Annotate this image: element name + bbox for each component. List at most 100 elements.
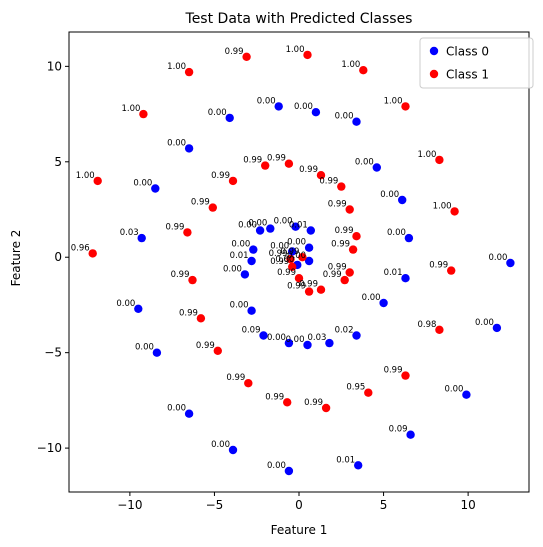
x-tick-label: 0	[295, 498, 303, 512]
data-point-class-1	[196, 314, 206, 323]
axes: −10 −5 0 5 10 −10 −5 0 5 10	[37, 59, 476, 512]
data-point-class-0	[284, 466, 294, 476]
point-value-label: 0.00	[355, 158, 374, 168]
point-value-label: 0.01	[384, 268, 403, 278]
data-point-class-0	[406, 430, 415, 439]
point-value-label: 0.00	[211, 440, 230, 450]
point-value-label: 0.99	[267, 154, 286, 164]
point-value-label: 0.99	[328, 200, 347, 210]
point-value-label: 0.99	[429, 261, 448, 271]
data-point-class-1	[298, 253, 307, 262]
data-point-class-1	[401, 371, 410, 380]
data-point-class-0	[304, 243, 314, 252]
y-tick-label: −5	[44, 346, 62, 360]
point-value-label: 0.99	[335, 226, 354, 236]
data-point-class-0	[304, 256, 314, 266]
point-value-label: 1.00	[286, 45, 305, 55]
legend-marker-class-1	[429, 69, 439, 79]
data-point-class-1	[337, 182, 346, 191]
data-point-class-0	[506, 258, 515, 268]
data-point-class-0	[352, 117, 361, 126]
point-value-label: 0.99	[171, 270, 190, 280]
data-point-class-1	[283, 398, 292, 407]
point-value-label: 0.95	[346, 383, 365, 393]
point-value-label: 0.99	[243, 156, 262, 166]
data-point-class-1	[345, 205, 354, 214]
data-point-class-1	[348, 245, 358, 254]
point-value-label: 0.00	[116, 299, 135, 309]
point-value-label: 0.00	[257, 96, 276, 106]
chart-title: Test Data with Predicted Classes	[185, 11, 413, 27]
point-value-label: 0.98	[417, 320, 436, 330]
x-tick-label: 10	[460, 498, 475, 512]
data-point-class-1	[208, 203, 217, 212]
x-axis-label: Feature 1	[271, 523, 328, 537]
y-tick-label: 5	[54, 155, 62, 169]
point-value-label: 0.99	[287, 282, 306, 292]
x-tick-label: −10	[117, 498, 142, 512]
data-point-class-1	[93, 176, 102, 186]
legend-label-class-0: Class 0	[446, 45, 489, 59]
data-point-class-0	[137, 233, 146, 243]
point-value-label: 0.00	[248, 219, 267, 229]
y-tick-label: 0	[54, 250, 62, 264]
data-point-class-0	[184, 144, 194, 153]
data-point-class-1	[435, 155, 444, 165]
data-point-class-0	[259, 331, 268, 340]
data-point-class-1	[345, 268, 354, 277]
data-point-class-0	[284, 338, 294, 348]
data-point-class-1	[244, 379, 253, 388]
point-value-label: 1.00	[341, 60, 360, 70]
data-point-class-1	[359, 66, 368, 75]
legend: Class 0 Class 1	[419, 37, 534, 89]
data-point-class-0	[247, 256, 256, 266]
y-tick-label: 10	[47, 59, 62, 73]
data-point-class-0	[291, 222, 300, 231]
point-value-label: 0.00	[475, 318, 494, 328]
point-value-label: 0.00	[167, 404, 186, 414]
data-point-class-0	[404, 233, 414, 243]
data-point-class-0	[379, 298, 388, 308]
data-point-class-1	[303, 50, 312, 60]
data-point-class-0	[401, 274, 410, 283]
data-point-class-0	[151, 184, 160, 193]
data-point-class-0	[492, 323, 502, 333]
point-value-label: 0.00	[167, 138, 186, 148]
point-value-label: 0.00	[135, 343, 154, 353]
data-point-class-1	[401, 102, 410, 111]
point-value-label: 0.00	[133, 179, 152, 189]
data-point-class-0	[306, 226, 315, 235]
data-point-class-1	[284, 159, 294, 168]
data-point-class-1	[316, 171, 326, 180]
data-point-class-1	[352, 232, 361, 241]
point-value-label: 0.99	[384, 366, 403, 376]
point-value-label: 1.00	[417, 150, 436, 160]
legend-label-class-1: Class 1	[446, 68, 489, 82]
point-value-label: 0.00	[208, 108, 227, 118]
point-value-label: 0.02	[335, 326, 354, 336]
point-value-label: 0.01	[230, 251, 249, 261]
point-value-label: 1.00	[384, 96, 403, 106]
point-value-label: 0.00	[294, 102, 313, 112]
point-value-label: 0.99	[265, 392, 284, 402]
point-value-label: 0.01	[336, 455, 355, 465]
data-point-class-1	[88, 249, 97, 258]
data-point-class-0	[255, 226, 265, 235]
legend-marker-class-0	[429, 46, 439, 56]
data-point-class-0	[134, 304, 143, 313]
point-value-label: 0.00	[335, 112, 354, 122]
point-value-label: 0.00	[287, 238, 306, 248]
plot-area: 0.000.000.000.000.000.000.000.000.000.03…	[71, 45, 515, 476]
data-point-class-1	[450, 207, 459, 216]
data-point-class-0	[184, 409, 194, 418]
y-axis-label: Feature 2	[9, 230, 23, 287]
legend-box	[419, 37, 534, 89]
data-point-class-0	[225, 113, 234, 123]
point-value-label: 0.00	[287, 251, 306, 261]
data-point-class-0	[462, 390, 471, 399]
y-tick-label: −10	[37, 441, 62, 455]
point-value-label: 0.99	[328, 263, 347, 273]
point-value-label: 0.99	[277, 268, 296, 278]
point-value-label: 0.01	[289, 221, 308, 231]
point-value-label: 0.00	[267, 333, 286, 343]
